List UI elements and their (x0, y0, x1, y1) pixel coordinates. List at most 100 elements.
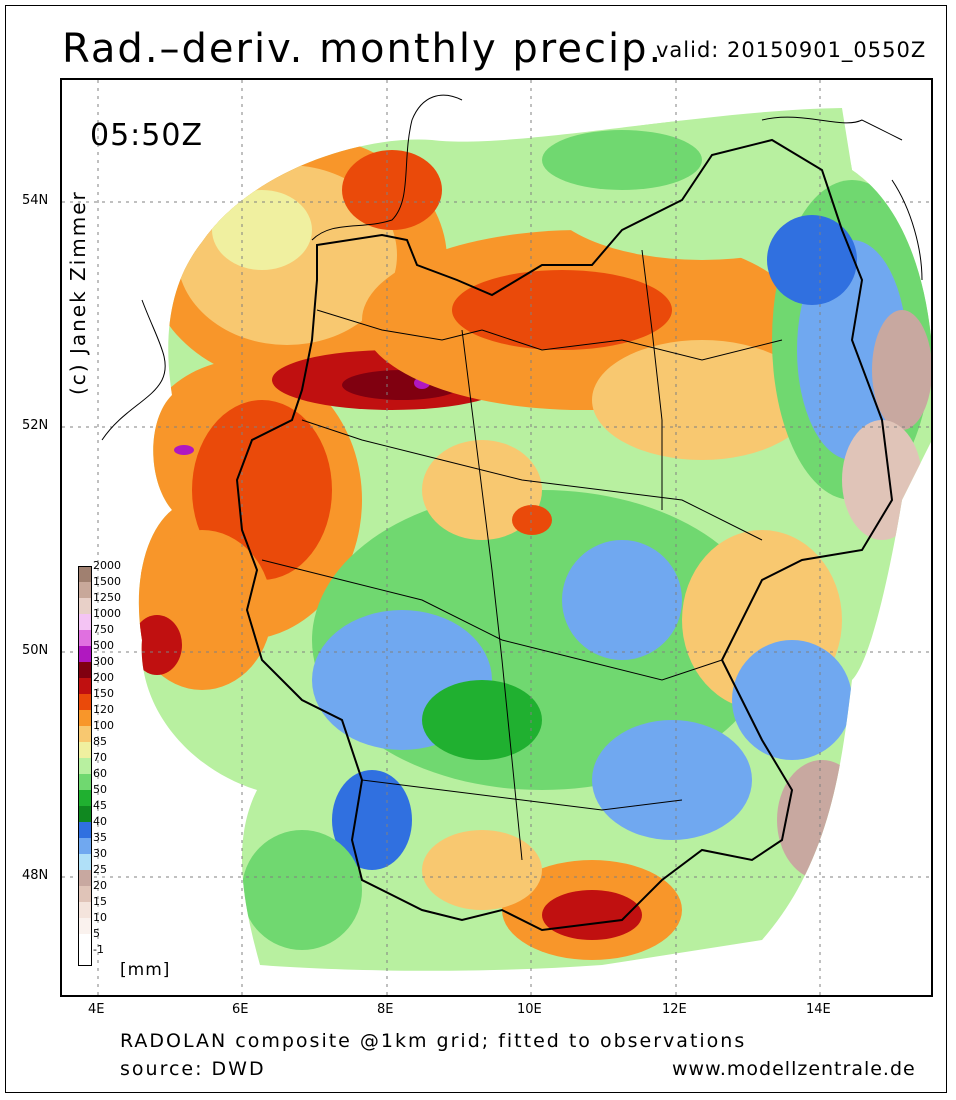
legend-swatch (78, 662, 92, 678)
legend-swatch (78, 630, 92, 646)
copyright: (c) Janek Zimmer (66, 190, 90, 395)
color-legend: 2000 1500 1250 1000 750 500 300 200 150 120 100 85 7… (78, 559, 168, 984)
radar-field (138, 108, 931, 971)
footer-website[interactable]: www.modellzentrale.de (672, 1058, 916, 1080)
legend-label: 70 (93, 751, 107, 764)
legend-label: 200 (93, 671, 114, 684)
legend-bin: 750 (78, 623, 168, 647)
legend-label: 1250 (93, 591, 121, 604)
legend-swatch (78, 854, 92, 870)
lat-label-50n: 50N (22, 643, 49, 658)
legend-swatch (78, 806, 92, 822)
coastlines (101, 94, 923, 441)
legend-label: 2000 (93, 559, 121, 572)
legend-label: 60 (93, 767, 107, 780)
legend-label: 100 (93, 719, 114, 732)
legend-bin: 150 (78, 687, 168, 711)
legend-label: 45 (93, 799, 107, 812)
lon-label-14e: 14E (806, 1002, 831, 1017)
legend-swatch (78, 598, 92, 614)
footer-description: RADOLAN composite @1km grid; fitted to o… (120, 1030, 747, 1052)
lat-label-48n: 48N (22, 868, 49, 883)
valid-time: valid: 20150901_0550Z (656, 38, 927, 62)
lat-label-52n: 52N (22, 418, 49, 433)
legend-swatch (78, 758, 92, 774)
legend-label: 50 (93, 783, 107, 796)
map-panel[interactable] (60, 78, 933, 997)
legend-label: -1 (93, 943, 104, 956)
legend-label: 120 (93, 703, 114, 716)
lon-label-4e: 4E (88, 1002, 105, 1017)
legend-swatch (78, 614, 92, 630)
legend-swatch (78, 918, 92, 934)
legend-swatch (78, 694, 92, 710)
figure-frame (5, 5, 947, 1093)
legend-bin: 1250 (78, 591, 168, 615)
legend-bin: 50 (78, 783, 168, 807)
lon-label-12e: 12E (662, 1002, 687, 1017)
legend-bin: 100 (78, 719, 168, 743)
legend-swatch (78, 822, 92, 838)
legend-swatch (78, 646, 92, 662)
legend-label: 1500 (93, 575, 121, 588)
legend-bin: 30 (78, 847, 168, 871)
legend-bin: 45 (78, 799, 168, 823)
legend-swatch (78, 902, 92, 918)
map-title: Rad.–deriv. monthly precip. (62, 26, 664, 72)
legend-bin: 1500 (78, 575, 168, 599)
legend-label: 10 (93, 911, 107, 924)
legend-swatch (78, 742, 92, 758)
germany-border (235, 138, 894, 932)
lon-label-6e: 6E (232, 1002, 249, 1017)
legend-label: 30 (93, 847, 107, 860)
legend-bin: -1 (78, 943, 168, 967)
legend-label: 300 (93, 655, 114, 668)
legend-label: 500 (93, 639, 114, 652)
legend-label: 150 (93, 687, 114, 700)
lat-label-54n: 54N (22, 193, 49, 208)
legend-unit: [mm] (120, 960, 171, 980)
legend-label: 15 (93, 895, 107, 908)
legend-label: 85 (93, 735, 107, 748)
legend-bin: 60 (78, 767, 168, 791)
legend-label: 1000 (93, 607, 121, 620)
legend-bin: 120 (78, 703, 168, 727)
legend-swatch (78, 790, 92, 806)
legend-label: 25 (93, 863, 107, 876)
legend-bin: 40 (78, 815, 168, 839)
legend-swatch (78, 870, 92, 886)
legend-label: 20 (93, 879, 107, 892)
legend-bin: 200 (78, 671, 168, 695)
legend-swatch (78, 934, 92, 950)
timestamp: 05:50Z (90, 118, 204, 153)
precipitation-map[interactable] (62, 80, 933, 997)
legend-swatch (78, 838, 92, 854)
legend-bin: 20 (78, 879, 168, 903)
legend-swatch (78, 678, 92, 694)
legend-bin: 300 (78, 655, 168, 679)
legend-label: 40 (93, 815, 107, 828)
footer-source: source: DWD (120, 1058, 266, 1080)
legend-bin: 35 (78, 831, 168, 855)
lon-label-10e: 10E (517, 1002, 542, 1017)
legend-bin: 15 (78, 895, 168, 919)
legend-swatch (78, 726, 92, 742)
legend-bin: 85 (78, 735, 168, 759)
legend-bin: 25 (78, 863, 168, 887)
legend-bin: 70 (78, 751, 168, 775)
legend-label: 35 (93, 831, 107, 844)
legend-bin: 10 (78, 911, 168, 935)
legend-label: 5 (93, 927, 100, 940)
legend-bin: 2000 (78, 559, 168, 583)
legend-swatch (78, 886, 92, 902)
legend-swatch (78, 710, 92, 726)
lon-label-8e: 8E (377, 1002, 394, 1017)
legend-swatch (78, 566, 92, 582)
legend-label: 750 (93, 623, 114, 636)
legend-bin: 5 (78, 927, 168, 951)
legend-bin: 1000 (78, 607, 168, 631)
legend-swatch (78, 950, 92, 966)
legend-swatch (78, 582, 92, 598)
legend-bin: 500 (78, 639, 168, 663)
admin-boundaries (261, 249, 783, 861)
